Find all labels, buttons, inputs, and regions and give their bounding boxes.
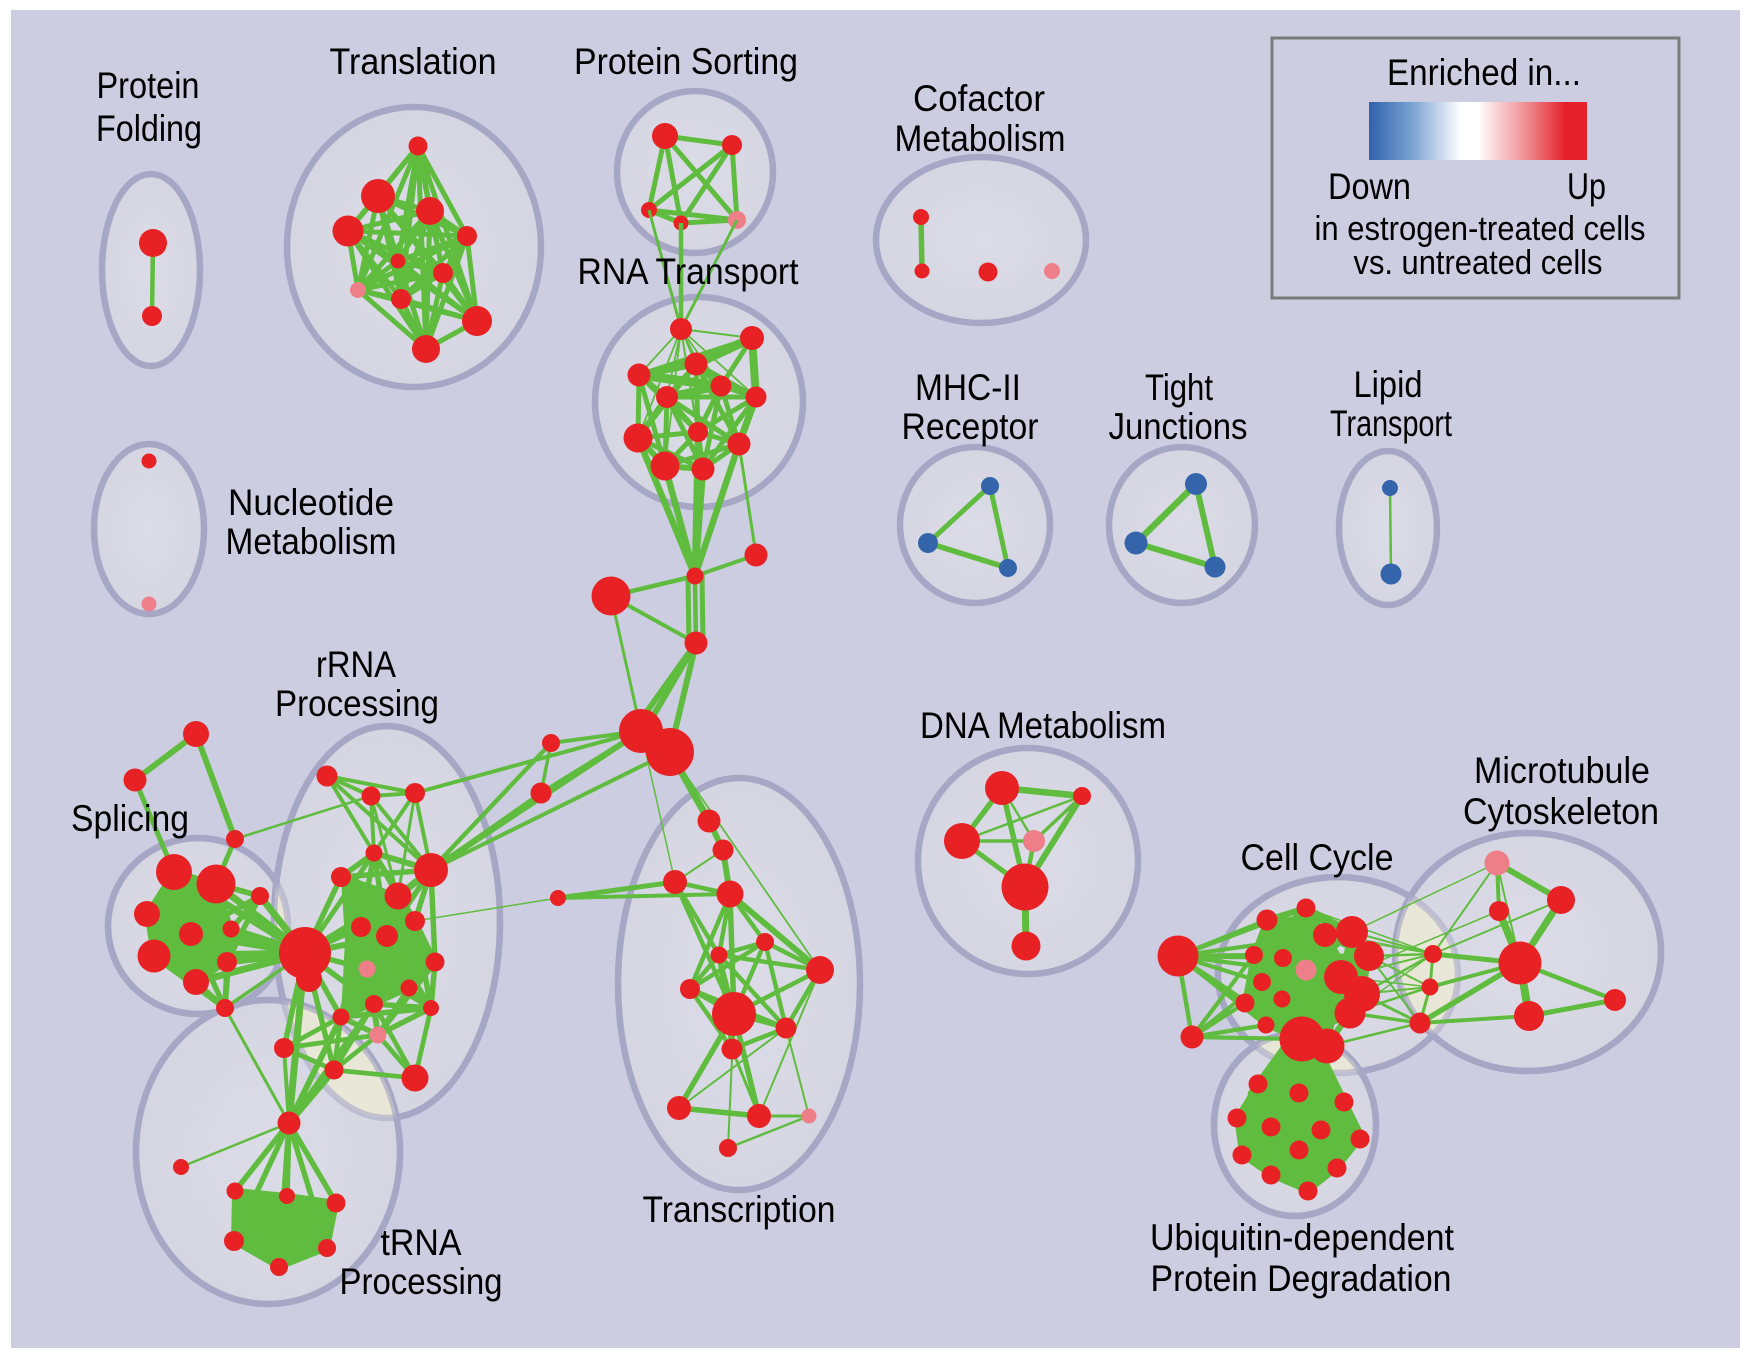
svg-text:Processing: Processing (275, 683, 439, 724)
svg-text:Junctions: Junctions (1109, 406, 1248, 447)
svg-text:Cell Cycle: Cell Cycle (1241, 837, 1394, 878)
svg-text:Lipid: Lipid (1354, 364, 1423, 405)
svg-text:Down: Down (1328, 166, 1411, 207)
svg-text:Cytoskeleton: Cytoskeleton (1463, 791, 1659, 832)
svg-text:Enriched in...: Enriched in... (1387, 52, 1581, 93)
svg-text:DNA Metabolism: DNA Metabolism (920, 705, 1166, 746)
svg-text:Tight: Tight (1145, 367, 1214, 408)
svg-text:Translation: Translation (330, 41, 497, 82)
svg-text:RNA Transport: RNA Transport (578, 251, 800, 292)
svg-text:Ubiquitin-dependent: Ubiquitin-dependent (1150, 1217, 1455, 1258)
svg-text:tRNA: tRNA (381, 1222, 462, 1263)
svg-text:Protein Sorting: Protein Sorting (574, 41, 798, 82)
svg-text:vs. untreated cells: vs. untreated cells (1354, 244, 1603, 282)
svg-text:Transcription: Transcription (643, 1189, 836, 1230)
svg-text:Protein: Protein (97, 65, 200, 106)
svg-text:Receptor: Receptor (902, 406, 1039, 447)
svg-text:Processing: Processing (340, 1261, 503, 1302)
svg-text:Nucleotide: Nucleotide (228, 482, 394, 523)
svg-text:Metabolism: Metabolism (895, 118, 1066, 159)
svg-text:Microtubule: Microtubule (1474, 750, 1650, 791)
svg-text:Protein Degradation: Protein Degradation (1151, 1258, 1452, 1299)
svg-text:Splicing: Splicing (71, 798, 189, 839)
svg-text:Folding: Folding (96, 108, 202, 149)
svg-text:Up: Up (1567, 166, 1606, 207)
svg-text:Metabolism: Metabolism (226, 521, 397, 562)
svg-text:Cofactor: Cofactor (913, 78, 1045, 119)
svg-text:Transport: Transport (1330, 403, 1453, 444)
svg-text:MHC-II: MHC-II (915, 367, 1021, 408)
svg-text:in estrogen-treated cells: in estrogen-treated cells (1315, 210, 1646, 248)
svg-text:rRNA: rRNA (316, 644, 396, 685)
